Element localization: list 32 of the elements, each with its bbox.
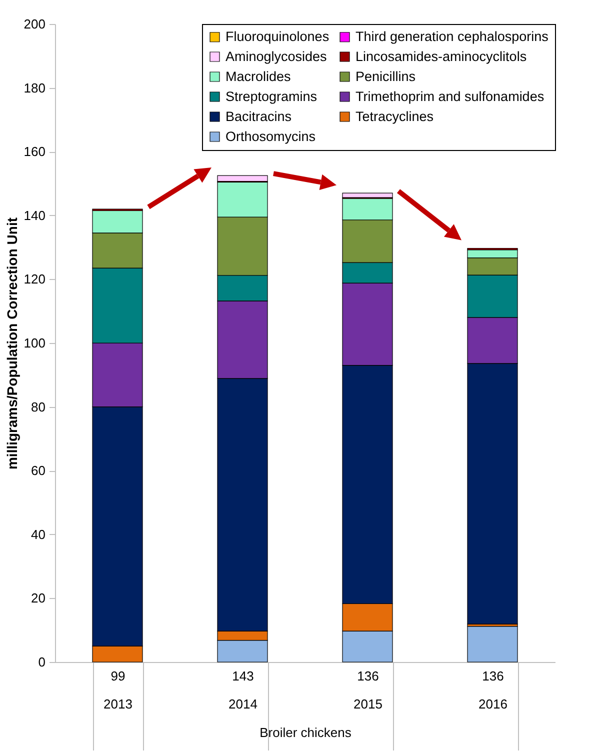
text: 136	[482, 668, 504, 684]
legend-label: Trimethoprim and sulfonamides	[356, 88, 544, 104]
legend-label: Lincosamides-aminocyclitols	[356, 48, 527, 64]
x-tick-label: 2014	[228, 696, 258, 712]
y-tick-label: 160	[24, 144, 46, 160]
y-tick-label: 0	[38, 654, 46, 670]
y-tick-label: 140	[24, 208, 46, 223]
x-tick-label: 2016	[478, 696, 508, 712]
y-tick-label: 200	[24, 16, 46, 32]
y-tick-label: 180	[24, 80, 46, 96]
y-tick-label: 80	[31, 399, 46, 414]
x-tick-label: 2013	[104, 696, 132, 712]
y-tick-label: 100	[24, 336, 46, 350]
y-axis-title: milligrams/Population Correction Unit	[4, 217, 20, 470]
legend-label: Aminoglycosides	[226, 48, 328, 64]
legend-label: Third generation cephalosporins	[356, 29, 549, 44]
legend-label: Bacitracins	[226, 108, 292, 124]
legend-label: Tetracyclines	[356, 108, 434, 124]
legend-label: Macrolides	[226, 68, 292, 84]
text: 99	[110, 668, 126, 684]
y-tick-label: 40	[31, 526, 46, 542]
y-tick-label: 20	[31, 590, 46, 606]
x-tick-label: 2015	[354, 696, 382, 712]
legend-label: Streptogramins	[226, 88, 318, 104]
y-tick-label: 120	[24, 272, 46, 287]
y-tick-label: 60	[31, 463, 46, 478]
x-axis-title: Broiler chickens	[260, 725, 352, 740]
legend-label: Orthosomycins	[226, 128, 316, 144]
text: 136	[357, 668, 379, 684]
legend-label: Penicillins	[356, 68, 416, 84]
text: 143	[232, 668, 254, 684]
legend-label: Fluoroquinolones	[226, 29, 330, 44]
